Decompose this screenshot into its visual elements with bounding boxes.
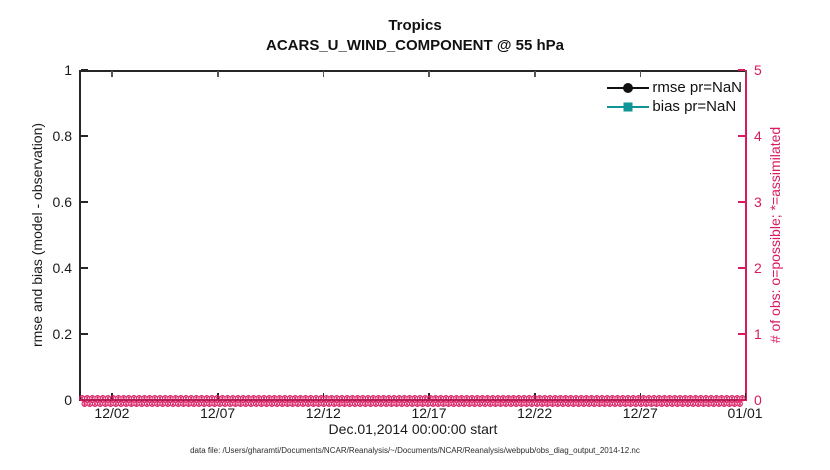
bias-line-sample <box>607 100 650 114</box>
left-y-tick <box>81 69 88 71</box>
x-tick-label: 12/22 <box>517 405 553 421</box>
x-tick-label: 12/27 <box>622 405 658 421</box>
rmse-circle-marker-icon <box>623 82 634 93</box>
data-file-caption: data file: /Users/gharamti/Documents/NCA… <box>190 446 640 455</box>
title-variable: ACARS_U_WIND_COMPONENT @ 55 hPa <box>265 37 564 54</box>
right-y-tick <box>738 69 745 71</box>
obs-markers-icon <box>78 395 746 407</box>
right-y-tick-label: 0 <box>754 392 762 408</box>
axis-left-border <box>79 70 81 401</box>
left-y-tick-label: 1 <box>64 62 72 78</box>
x-tick-top <box>744 71 746 77</box>
left-y-tick-label: 0 <box>64 392 72 408</box>
x-tick-top <box>322 71 325 77</box>
left-y-tick-label: 0.8 <box>52 128 72 144</box>
left-y-axis-label: rmse and bias (model - observation) <box>29 122 45 348</box>
right-y-tick <box>738 135 745 137</box>
right-y-tick <box>738 267 745 269</box>
x-tick-top <box>639 71 642 77</box>
right-y-axis-label: # of obs: o=possible; *=assimilated <box>767 126 783 344</box>
left-y-tick <box>81 333 88 335</box>
legend-item-rmse: rmse pr=NaN <box>607 78 742 97</box>
x-tick-top <box>111 71 113 77</box>
right-y-tick <box>738 333 745 335</box>
right-y-tick-label: 1 <box>754 326 762 342</box>
title-region: Tropics <box>388 17 442 34</box>
right-y-tick-label: 3 <box>754 194 762 210</box>
x-tick-label: 01/01 <box>727 405 763 421</box>
axis-right-border <box>745 70 747 401</box>
legend-item-bias: bias pr=NaN <box>607 97 742 116</box>
left-y-tick-label: 0.6 <box>52 194 72 210</box>
right-y-tick-label: 2 <box>754 260 762 276</box>
right-y-tick <box>738 399 745 401</box>
plot-title: Tropics ACARS_U_WIND_COMPONENT @ 55 hPa <box>0 16 830 56</box>
rmse-line-sample <box>607 81 650 95</box>
x-tick-top <box>534 71 536 77</box>
x-tick-bottom <box>111 393 113 400</box>
axis-top-border <box>79 70 747 72</box>
x-tick-label: 12/12 <box>305 405 341 421</box>
bias-square-marker-icon <box>623 102 633 111</box>
x-axis-label: Dec.01,2014 00:00:00 start <box>328 421 498 437</box>
plot-area: rmse pr=NaN bias pr=NaN <box>79 69 747 401</box>
legend: rmse pr=NaN bias pr=NaN <box>607 78 742 116</box>
x-tick-bottom <box>217 393 219 400</box>
left-y-tick <box>81 267 88 269</box>
left-y-tick-label: 0.4 <box>52 260 72 276</box>
right-y-tick-label: 4 <box>754 128 762 144</box>
right-y-tick <box>738 201 745 203</box>
left-y-tick-label: 0.2 <box>52 326 72 342</box>
legend-label-bias: bias pr=NaN <box>652 98 737 115</box>
right-y-tick-label: 5 <box>754 62 762 78</box>
x-tick-label: 12/02 <box>94 405 130 421</box>
x-tick-top <box>217 71 219 77</box>
x-tick-bottom <box>744 393 746 400</box>
x-tick-label: 12/07 <box>200 405 236 421</box>
left-y-tick <box>81 201 88 203</box>
obs-count-marker-band <box>78 394 747 407</box>
x-tick-bottom <box>534 393 536 400</box>
left-y-tick <box>81 135 88 137</box>
x-tick-top <box>428 71 430 77</box>
legend-label-rmse: rmse pr=NaN <box>652 79 742 96</box>
x-tick-label: 12/17 <box>411 405 447 421</box>
